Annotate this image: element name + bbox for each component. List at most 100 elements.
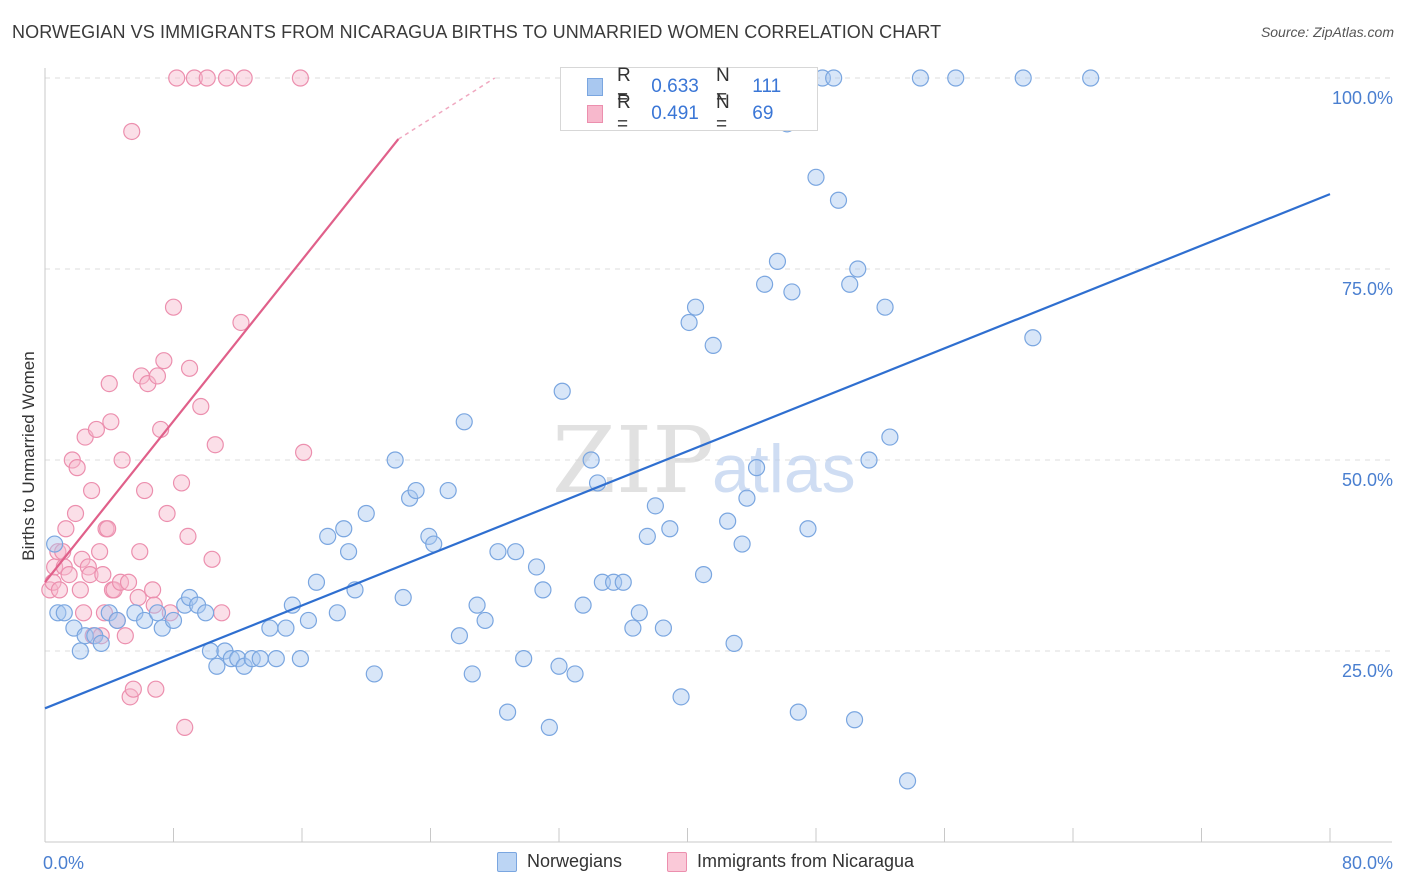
- point-norwegians: [463, 665, 481, 683]
- point-norwegians: [386, 451, 404, 469]
- point-nicaragua: [68, 459, 86, 477]
- y-tick-label: 100.0%: [1332, 88, 1393, 108]
- legend-item-norwegians[interactable]: Norwegians: [497, 851, 622, 872]
- point-nicaragua: [172, 474, 191, 492]
- point-norwegians: [704, 336, 722, 354]
- point-norwegians: [825, 69, 843, 87]
- point-norwegians: [582, 451, 600, 469]
- legend-label: Immigrants from Nicaragua: [697, 851, 915, 871]
- stats-legend: R = 0.633 N = 111 R = 0.491 N = 69: [560, 65, 818, 135]
- point-norwegians: [738, 489, 756, 507]
- point-norwegians: [630, 604, 648, 622]
- point-nicaragua: [176, 718, 194, 737]
- point-norwegians: [747, 459, 766, 477]
- point-nicaragua: [129, 588, 147, 607]
- legend-label: Norwegians: [527, 851, 623, 871]
- point-norwegians: [783, 283, 801, 301]
- stats-row-nicaragua: R = 0.491 N = 69: [587, 92, 817, 135]
- point-norwegians: [71, 642, 89, 660]
- point-nicaragua: [102, 413, 120, 431]
- point-norwegians: [881, 428, 899, 446]
- point-nicaragua: [164, 298, 183, 316]
- point-norwegians: [789, 703, 807, 721]
- point-norwegians: [335, 520, 353, 538]
- point-norwegians: [307, 573, 326, 591]
- point-norwegians: [694, 565, 713, 584]
- point-nicaragua: [213, 604, 231, 622]
- point-nicaragua: [179, 527, 197, 546]
- x-tick-labels: 0.0% 80.0%: [43, 853, 1393, 873]
- point-norwegians: [566, 665, 584, 683]
- point-norwegians: [553, 382, 571, 400]
- point-norwegians: [845, 711, 864, 729]
- point-nicaragua: [198, 69, 216, 87]
- point-norwegians: [1082, 69, 1100, 87]
- point-norwegians: [1024, 329, 1042, 347]
- point-nicaragua: [147, 680, 165, 698]
- point-nicaragua: [81, 565, 99, 584]
- point-norwegians: [299, 611, 318, 630]
- point-nicaragua: [291, 69, 309, 87]
- point-norwegians: [624, 619, 642, 637]
- point-nicaragua: [144, 581, 162, 599]
- point-norwegians: [725, 634, 743, 652]
- trend-line-nicaragua: [44, 138, 400, 583]
- point-norwegians: [277, 619, 295, 637]
- point-norwegians: [1014, 69, 1032, 87]
- point-nicaragua: [206, 436, 224, 454]
- point-norwegians: [686, 298, 705, 316]
- point-nicaragua: [66, 504, 85, 523]
- point-norwegians: [614, 573, 632, 591]
- point-nicaragua: [95, 604, 114, 622]
- watermark-zip: ZIP: [552, 407, 714, 514]
- point-nicaragua: [148, 367, 167, 385]
- point-norwegians: [92, 634, 110, 652]
- chart-source: Source: ZipAtlas.com: [1260, 24, 1394, 40]
- point-norwegians: [222, 650, 240, 668]
- point-norwegians: [574, 596, 592, 614]
- point-norwegians: [148, 604, 167, 622]
- point-nicaragua: [192, 397, 210, 416]
- point-nicaragua: [235, 69, 253, 87]
- point-norwegians: [365, 665, 383, 683]
- trend-line-norwegians: [44, 193, 1331, 710]
- point-norwegians: [164, 611, 183, 630]
- point-norwegians: [55, 604, 73, 622]
- point-norwegians: [49, 604, 67, 622]
- point-nicaragua: [180, 359, 199, 377]
- y-tick-labels: 25.0% 50.0% 75.0% 100.0%: [1332, 88, 1393, 681]
- point-norwegians: [527, 558, 546, 576]
- point-nicaragua: [116, 627, 134, 645]
- point-nicaragua: [50, 581, 69, 599]
- point-norwegians: [768, 252, 787, 270]
- r-value: 0.491: [651, 103, 699, 124]
- point-nicaragua: [71, 581, 89, 599]
- point-norwegians: [672, 688, 690, 706]
- point-norwegians: [733, 535, 751, 553]
- point-norwegians: [534, 581, 552, 599]
- point-norwegians: [394, 588, 412, 607]
- point-norwegians: [439, 481, 457, 500]
- point-nicaragua: [158, 504, 176, 523]
- point-norwegians: [849, 260, 867, 278]
- point-norwegians: [357, 504, 375, 523]
- point-nicaragua: [99, 520, 117, 538]
- point-nicaragua: [82, 481, 101, 500]
- point-norwegians: [540, 718, 558, 737]
- point-norwegians: [251, 650, 269, 668]
- point-nicaragua: [155, 352, 173, 370]
- point-norwegians: [135, 611, 154, 630]
- point-norwegians: [860, 451, 878, 469]
- point-norwegians: [46, 535, 64, 553]
- legend-swatch-blue: [497, 851, 517, 872]
- legend-item-nicaragua[interactable]: Immigrants from Nicaragua: [667, 851, 914, 872]
- point-norwegians: [328, 604, 346, 622]
- n-value: 69: [752, 103, 774, 124]
- point-norwegians: [755, 275, 774, 293]
- point-norwegians: [638, 527, 656, 546]
- point-norwegians: [407, 481, 425, 500]
- point-nicaragua: [94, 565, 112, 584]
- point-norwegians: [468, 596, 486, 614]
- point-norwegians: [208, 657, 226, 675]
- legend-swatch-blue: [587, 78, 603, 96]
